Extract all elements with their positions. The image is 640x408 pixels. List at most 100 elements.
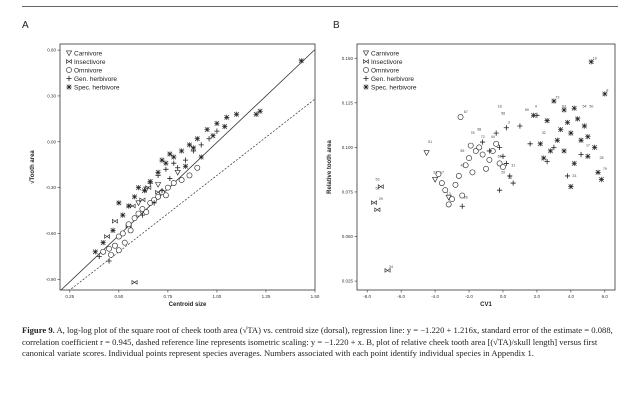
panel-b-data-point bbox=[527, 141, 533, 147]
figure-svg: A 0.25 0.50 0.75 1.00 1.25 1.50 0.60 0.30 0.00 -0… bbox=[22, 20, 616, 308]
panel-a-data-point bbox=[115, 247, 122, 254]
panel-a-data-point bbox=[167, 151, 173, 157]
panel-a-data-point bbox=[120, 212, 126, 218]
panel-b-data-point bbox=[564, 173, 571, 179]
panel-a-data-point bbox=[175, 165, 181, 171]
panel-b-data-point bbox=[459, 203, 465, 209]
panel-b-data-point bbox=[457, 114, 464, 120]
panel-a-data-point bbox=[155, 169, 161, 175]
panel-b-data-point bbox=[510, 180, 516, 186]
panel-b-data-point bbox=[588, 59, 594, 65]
panel-b-point-label: 19 bbox=[593, 56, 597, 60]
panel-b: -8.0 -6.0 -4.0 -2.0 0.0 2.0 4.0 6.0 0.150 0.125 0.… bbox=[327, 43, 616, 308]
panel-b-data-point bbox=[503, 160, 509, 167]
panel-a-y-tick-label: 0.30 bbox=[47, 94, 56, 99]
panel-b-data-point bbox=[537, 141, 543, 147]
panel-a-letter: A bbox=[22, 20, 29, 31]
panel-b-point-label: 44 bbox=[491, 135, 495, 139]
panel-b-point-label: 9 bbox=[535, 104, 537, 108]
panel-a-lines bbox=[60, 49, 315, 290]
panel-a-data-point bbox=[112, 242, 118, 249]
panel-b-data-point bbox=[595, 169, 601, 175]
panel-a-legend-gen-herbivore: Gen. herbivore bbox=[74, 76, 117, 83]
panel-b-data-point bbox=[442, 187, 449, 194]
panel-a-data-point bbox=[186, 172, 193, 179]
panel-b-data-point bbox=[541, 155, 547, 161]
panel-b-point-label: 65 bbox=[498, 154, 502, 158]
panel-b-y-tick-label: 0.025 bbox=[342, 279, 354, 284]
panel-a-data-point bbox=[154, 182, 162, 188]
panel-a-data-point bbox=[143, 209, 150, 215]
panel-b-legend-spec-herbivore: Spec. herbivore bbox=[371, 84, 417, 91]
panel-b-y-tick-label: 0.150 bbox=[342, 56, 354, 61]
panel-b-data-point bbox=[554, 137, 560, 143]
panel-a-data-point bbox=[127, 227, 134, 234]
panel-b-data-point bbox=[571, 160, 577, 167]
panel-a-x-tick-label: 1.50 bbox=[311, 294, 320, 299]
panel-b-data-point bbox=[496, 187, 503, 193]
panel-a-data-point bbox=[106, 245, 112, 252]
panel-b-point-label: 34 bbox=[389, 265, 393, 269]
panel-b-data-point bbox=[547, 148, 554, 154]
panel-a-data-point bbox=[159, 157, 165, 163]
panel-b-series-carnivore bbox=[423, 150, 452, 201]
panel-b-data-point bbox=[374, 207, 381, 213]
panel-b-data-point bbox=[578, 151, 584, 158]
panel-a-data-point bbox=[224, 114, 230, 120]
panel-b-data-point bbox=[384, 267, 391, 273]
panel-a-data-point bbox=[206, 136, 212, 142]
panel-a-y-tick-label: -0.30 bbox=[46, 185, 57, 190]
panel-a-data-point bbox=[131, 215, 138, 222]
panel-b-x-tick-label: 0.0 bbox=[500, 294, 507, 299]
panel-a-data-point bbox=[204, 126, 210, 133]
panel-a-y-tick-label: 0.00 bbox=[47, 139, 56, 144]
panel-a-legend-marker-omnivore bbox=[66, 67, 72, 73]
panel-b-point-label: 31 bbox=[511, 163, 515, 167]
panel-b-data-point bbox=[476, 144, 483, 151]
panel-a-data-point bbox=[112, 218, 118, 224]
figure-caption: Figure 9. A, log-log plot of the square … bbox=[22, 325, 618, 360]
panel-b-data-point bbox=[598, 176, 605, 183]
panel-b-point-label: 50 bbox=[589, 104, 593, 108]
panel-b-data-point bbox=[571, 105, 577, 111]
panel-b-data-point bbox=[592, 144, 598, 150]
panel-b-data-point bbox=[500, 153, 506, 159]
caption-text: A, log-log plot of the square root of ch… bbox=[22, 325, 613, 359]
panel-b-data-point bbox=[483, 165, 489, 172]
panel-b-data-point bbox=[568, 184, 574, 190]
panel-b-series-insectivore bbox=[371, 184, 391, 273]
panel-a-data-point bbox=[147, 178, 153, 185]
panel-a-legend-marker-insectivore bbox=[66, 59, 72, 64]
panel-b-y-tick-label: 0.125 bbox=[342, 100, 354, 105]
panel-b-data-point bbox=[558, 126, 564, 133]
panel-b-point-label: 51 bbox=[428, 140, 432, 144]
panel-b-point-label: 13 bbox=[447, 192, 451, 196]
panel-b-y-tick-label: 0.075 bbox=[342, 190, 354, 195]
panel-b-data-point bbox=[455, 173, 462, 179]
caption-label: Figure 9. bbox=[22, 325, 55, 335]
panel-a-data-point bbox=[170, 180, 177, 186]
panel-a-series-spec-herbivore bbox=[92, 58, 304, 255]
panel-b-point-label: 58 bbox=[501, 112, 505, 116]
panel-a-data-point bbox=[96, 253, 102, 259]
panel-a-data-point bbox=[159, 188, 165, 194]
panel-a-data-point bbox=[125, 221, 132, 228]
panel-b-point-label: 8 bbox=[606, 88, 608, 92]
panel-a: 0.25 0.50 0.75 1.00 1.25 1.50 0.60 0.30 0.00 -0.3… bbox=[29, 43, 320, 308]
panel-a-data-point bbox=[131, 279, 138, 285]
panel-b-legend-marker-insectivore bbox=[363, 59, 369, 64]
panel-b-x-tick-label: 4.0 bbox=[568, 294, 575, 299]
panel-a-legend-spec-herbivore: Spec. herbivore bbox=[74, 84, 120, 91]
panel-b-data-point bbox=[423, 150, 430, 156]
panel-b-letter: B bbox=[333, 20, 340, 31]
panel-b-point-label: 20 bbox=[501, 170, 505, 174]
panel-a-data-point bbox=[116, 200, 122, 206]
panel-b-data-point bbox=[585, 153, 591, 159]
panel-b-point-label: 68 bbox=[477, 128, 481, 132]
panel-a-data-point bbox=[151, 200, 157, 206]
panel-a-data-point bbox=[139, 212, 145, 218]
panel-b-point-label: 26 bbox=[464, 195, 468, 199]
panel-b-point-label: 33 bbox=[433, 170, 437, 174]
panel-b-data-point bbox=[496, 160, 503, 167]
panel-b-point-label: 55 bbox=[460, 149, 464, 153]
